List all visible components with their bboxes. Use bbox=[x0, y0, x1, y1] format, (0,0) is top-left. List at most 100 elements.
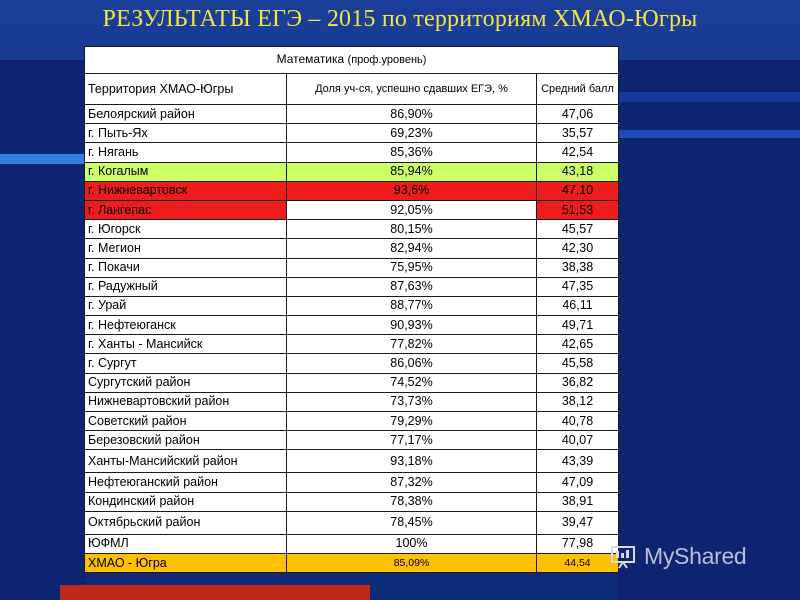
table-body: Белоярский район 86,90% 47,06 г. Пыть-Ях 69,… bbox=[84, 103, 620, 554]
share-value: 80,15% bbox=[286, 219, 537, 240]
table-row: г. Урай 88,77% 46,11 bbox=[84, 295, 620, 317]
territory-name: Нижневартовский район bbox=[84, 391, 287, 413]
average-score: 38,38 bbox=[535, 257, 620, 278]
table-row: Белоярский район 86,90% 47,06 bbox=[84, 103, 620, 125]
average-score: 40,78 bbox=[535, 410, 620, 432]
background-band-left bbox=[0, 60, 86, 600]
territory-name: г. Лангепас bbox=[84, 199, 287, 221]
background-band-right bbox=[618, 60, 800, 600]
background-strip-right bbox=[618, 92, 800, 102]
territory-name: г. Югорск bbox=[84, 219, 287, 240]
column-header-territory: Территория ХМАО-Югры bbox=[84, 73, 287, 105]
watermark: MyShared bbox=[610, 538, 800, 574]
average-score: 46,11 bbox=[535, 295, 620, 317]
territory-name: Белоярский район bbox=[84, 103, 287, 125]
slide-title: РЕЗУЛЬТАТЫ ЕГЭ – 2015 по территориям ХМА… bbox=[102, 6, 698, 32]
average-score: 47,09 bbox=[535, 472, 620, 493]
share-value: 69,23% bbox=[286, 123, 537, 144]
territory-name: Октябрьский район bbox=[84, 510, 287, 535]
table-row: ЮФМЛ 100% 77,98 bbox=[84, 533, 620, 554]
average-score: 42,54 bbox=[535, 142, 620, 163]
share-value: 86,90% bbox=[286, 103, 537, 125]
table-row: г. Радужный 87,63% 47,35 bbox=[84, 276, 620, 297]
results-table-container: Математика (проф.уровень) Территория ХМА… bbox=[83, 46, 620, 574]
share-value: 88,77% bbox=[286, 295, 537, 317]
column-header-average: Средний балл bbox=[535, 73, 620, 105]
table-row: Советский район 79,29% 40,78 bbox=[84, 410, 620, 432]
table-row: г. Сургут 86,06% 45,58 bbox=[84, 353, 620, 374]
territory-name: г. Нижневартовск bbox=[84, 180, 287, 201]
total-average: 44,54 bbox=[535, 552, 620, 574]
territory-name: г. Сургут bbox=[84, 353, 287, 374]
background-accent-bottom bbox=[60, 585, 370, 600]
table-row: Нижневартовский район 73,73% 38,12 bbox=[84, 391, 620, 413]
average-score: 39,47 bbox=[535, 510, 620, 535]
table-row: Нефтеюганский район 87,32% 47,09 bbox=[84, 472, 620, 493]
share-value: 82,94% bbox=[286, 238, 537, 259]
average-score: 40,07 bbox=[535, 430, 620, 451]
territory-name: Нефтеюганский район bbox=[84, 472, 287, 493]
table-row: г. Нягань 85,36% 42,54 bbox=[84, 142, 620, 163]
table-row: г. Когалым 85,94% 43,18 bbox=[84, 161, 620, 182]
table-row: г. Мегион 82,94% 42,30 bbox=[84, 238, 620, 259]
territory-name: Ханты-Мансийский район bbox=[84, 449, 287, 474]
territory-name: г. Когалым bbox=[84, 161, 287, 182]
average-score: 47,35 bbox=[535, 276, 620, 297]
table-total-row: ХМАО - Югра 85,09% 44,54 bbox=[84, 552, 620, 574]
share-value: 85,94% bbox=[286, 161, 537, 182]
average-score: 42,30 bbox=[535, 238, 620, 259]
watermark-text: MyShared bbox=[644, 542, 747, 569]
table-row: г. Покачи 75,95% 38,38 bbox=[84, 257, 620, 278]
share-value: 77,82% bbox=[286, 334, 537, 355]
share-value: 100% bbox=[286, 533, 537, 554]
table-row: Кондинский район 78,38% 38,91 bbox=[84, 491, 620, 512]
average-score: 51,53 bbox=[535, 199, 620, 221]
table-subject-row: Математика (проф.уровень) bbox=[83, 46, 620, 74]
territory-name: г. Пыть-Ях bbox=[84, 123, 287, 144]
average-score: 43,18 bbox=[535, 161, 620, 182]
territory-name: г. Ханты - Мансийск bbox=[84, 334, 287, 355]
average-score: 43,39 bbox=[535, 449, 620, 474]
table-row: г. Ханты - Мансийск 77,82% 42,65 bbox=[84, 334, 620, 355]
share-value: 87,32% bbox=[286, 472, 537, 493]
subject-header: Математика (проф.уровень) bbox=[83, 46, 620, 74]
territory-name: Сургутский район bbox=[84, 372, 287, 393]
share-value: 79,29% bbox=[286, 410, 537, 432]
total-name: ХМАО - Югра bbox=[84, 552, 287, 574]
share-value: 93,6% bbox=[286, 180, 537, 201]
territory-name: г. Мегион bbox=[84, 238, 287, 259]
average-score: 77,98 bbox=[535, 533, 620, 554]
share-value: 90,93% bbox=[286, 315, 537, 336]
subject-level: (проф.уровень) bbox=[347, 54, 427, 66]
table-row: г. Югорск 80,15% 45,57 bbox=[84, 219, 620, 240]
share-value: 87,63% bbox=[286, 276, 537, 297]
average-score: 35,57 bbox=[535, 123, 620, 144]
territory-name: Советский район bbox=[84, 410, 287, 432]
average-score: 47,06 bbox=[535, 103, 620, 125]
average-score: 45,57 bbox=[535, 219, 620, 240]
average-score: 38,12 bbox=[535, 391, 620, 413]
average-score: 45,58 bbox=[535, 353, 620, 374]
territory-name: ЮФМЛ bbox=[84, 533, 287, 554]
share-value: 78,45% bbox=[286, 510, 537, 535]
table-row: Сургутский район 74,52% 36,82 bbox=[84, 372, 620, 393]
total-share: 85,09% bbox=[286, 552, 537, 574]
table-row: г. Нефтеюганск 90,93% 49,71 bbox=[84, 315, 620, 336]
table-row: Березовский район 77,17% 40,07 bbox=[84, 430, 620, 451]
background-accent-left bbox=[0, 154, 86, 164]
average-score: 42,65 bbox=[535, 334, 620, 355]
average-score: 38,91 bbox=[535, 491, 620, 512]
table-row: Октябрьский район 78,45% 39,47 bbox=[84, 510, 620, 535]
share-value: 73,73% bbox=[286, 391, 537, 413]
territory-name: г. Покачи bbox=[84, 257, 287, 278]
table-header-row: Территория ХМАО-Югры Доля уч-ся, успешно… bbox=[84, 73, 620, 105]
territory-name: г. Радужный bbox=[84, 276, 287, 297]
average-score: 49,71 bbox=[535, 315, 620, 336]
average-score: 47,10 bbox=[535, 180, 620, 201]
share-value: 74,52% bbox=[286, 372, 537, 393]
share-value: 78,38% bbox=[286, 491, 537, 512]
table-row: г. Лангепас 92,05% 51,53 bbox=[84, 199, 620, 221]
table-row: г. Нижневартовск 93,6% 47,10 bbox=[84, 180, 620, 201]
results-table: Математика (проф.уровень) Территория ХМА… bbox=[83, 46, 620, 574]
column-header-share: Доля уч-ся, успешно сдавших ЕГЭ, % bbox=[286, 73, 537, 105]
